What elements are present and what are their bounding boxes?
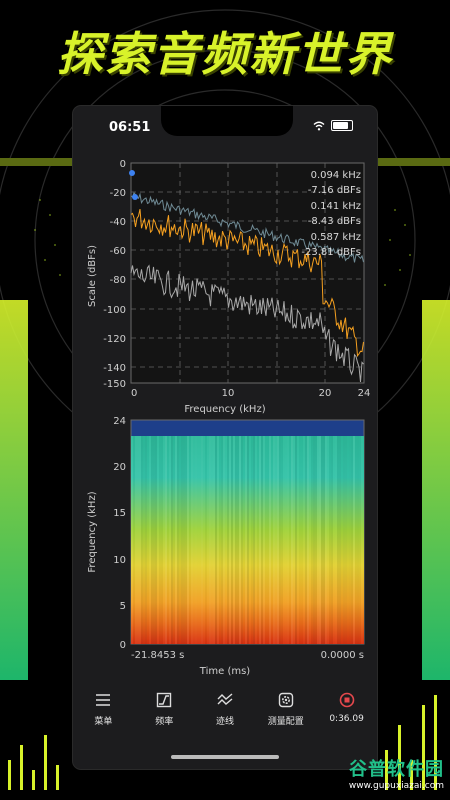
marker-readouts: 0.094 kHz -7.16 dBFs 0.141 kHz -8.43 dBF… (301, 170, 361, 258)
spectrogram-y-label: Frequency (kHz) (87, 491, 98, 572)
spectrum-y-tick: -140 (103, 363, 126, 374)
home-indicator[interactable] (171, 755, 279, 759)
spectrum-x-label: Frequency (kHz) (184, 404, 265, 415)
spectrogram-start-time: -21.8453 s (131, 650, 184, 661)
trace-label: 迹线 (215, 717, 234, 727)
peak-hold-trace (130, 192, 364, 263)
readout-freq-2: 0.141 kHz (311, 201, 361, 212)
readout-level-2: -8.43 dBFs (308, 216, 361, 227)
menu-label: 菜单 (94, 717, 113, 727)
spectrogram-y-tick: 0 (120, 640, 126, 651)
marker-dot[interactable] (129, 170, 135, 176)
frequency-icon (156, 692, 172, 708)
watermark-title: 谷普软件园 (349, 759, 444, 780)
current-trace (130, 208, 364, 358)
spectrum-y-tick: -80 (110, 275, 126, 286)
spectrum-x-tick: 10 (222, 388, 235, 399)
measurement-config-label: 测量配置 (267, 717, 304, 727)
spectrum-x-tick: 20 (319, 388, 332, 399)
phone-screen: 06:51 0 -20 -40 -60 -80 -100 -120 -140 -150 0 10 2… (73, 106, 377, 769)
readout-freq-3: 0.587 kHz (311, 232, 361, 243)
spectrum-y-tick: 0 (120, 159, 126, 170)
frequency-button[interactable]: 频率 (134, 688, 195, 738)
spectrogram-plot[interactable]: 24 20 15 10 5 0 Frequency (kHz) -21.8453 s 0.… (73, 412, 377, 680)
spectrum-x-ticks: 0 10 20 24 (131, 388, 370, 399)
spectrogram-end-time: 0.0000 s (321, 650, 364, 661)
promo-headline: 探索音频新世界 (57, 27, 393, 81)
readout-level-3: -23.81 dBFs (301, 247, 361, 258)
notch (161, 106, 293, 136)
status-icons (313, 120, 353, 131)
marker-dot[interactable] (132, 194, 138, 200)
wifi-icon (313, 121, 325, 130)
spectrogram-x-label: Time (ms) (199, 666, 251, 677)
measurement-config-button[interactable]: 测量配置 (255, 688, 316, 738)
frequency-label: 频率 (155, 717, 174, 727)
watermark: 谷普软件园 www.gupuxiazai.com (349, 755, 444, 791)
menu-icon (96, 694, 111, 706)
battery-icon (331, 120, 353, 131)
readout-freq-1: 0.094 kHz (311, 170, 361, 181)
spectrogram-y-ticks: 24 20 15 10 5 0 (113, 416, 126, 651)
record-stop-button[interactable]: 0:36.09 (316, 688, 377, 738)
spectrum-y-tick: -40 (110, 217, 126, 228)
spectrogram-y-tick: 5 (120, 601, 126, 612)
status-time: 06:51 (109, 120, 151, 135)
spectrum-y-label: Scale (dBFs) (87, 245, 98, 307)
readout-level-1: -7.16 dBFs (308, 185, 361, 196)
trace-button[interactable]: 迹线 (195, 688, 256, 738)
stop-record-icon (339, 692, 354, 708)
spectrogram-y-tick: 20 (113, 462, 126, 473)
average-trace (130, 264, 364, 383)
watermark-url: www.gupuxiazai.com (348, 781, 444, 791)
trace-icon (217, 693, 233, 705)
spectrogram-y-tick: 24 (113, 416, 126, 427)
record-timer: 0:36.09 (329, 714, 364, 724)
spectrum-y-tick: -60 (110, 246, 126, 257)
spectrum-x-tick: 0 (131, 388, 137, 399)
spectrum-y-tick: -100 (103, 305, 126, 316)
spectrum-y-ticks: 0 -20 -40 -60 -80 -100 -120 -140 -150 (103, 159, 126, 390)
spectrum-plot[interactable]: 0 -20 -40 -60 -80 -100 -120 -140 -150 0 10 20 24 0.… (73, 156, 377, 418)
bottom-toolbar: 菜单 频率 迹线 测量配置 (73, 688, 377, 738)
spectrum-y-tick: -150 (103, 379, 126, 390)
spectrogram-y-tick: 15 (113, 508, 126, 519)
spectrum-x-tick: 24 (358, 388, 371, 399)
gear-icon (278, 692, 293, 708)
spectrogram-y-tick: 10 (113, 555, 126, 566)
menu-button[interactable]: 菜单 (73, 688, 134, 738)
spectrum-y-tick: -120 (103, 334, 126, 345)
spectrogram-texture (131, 436, 363, 644)
spectrum-y-tick: -20 (110, 188, 126, 199)
